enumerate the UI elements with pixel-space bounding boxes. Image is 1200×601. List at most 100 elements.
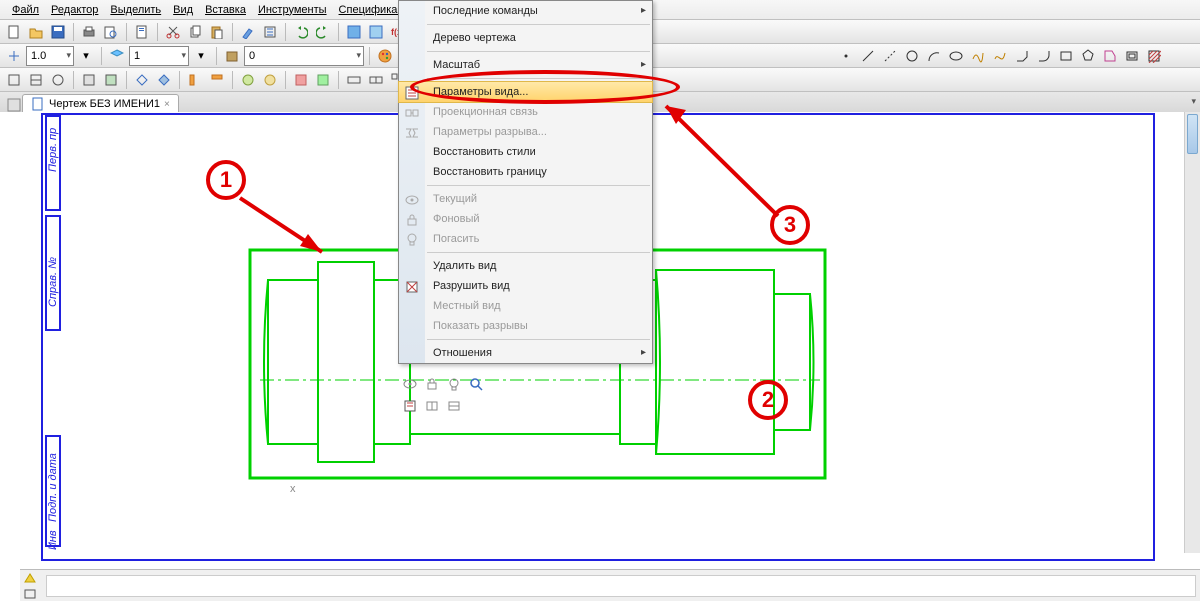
vt-7[interactable]: [154, 70, 174, 90]
palette-button[interactable]: [375, 46, 395, 66]
layer-dropdown[interactable]: 1: [129, 46, 189, 66]
ctx-delete-view[interactable]: Удалить вид: [399, 256, 652, 276]
grid-button[interactable]: [344, 22, 364, 42]
menu-tools[interactable]: Инструменты: [252, 2, 333, 18]
vt-6[interactable]: [132, 70, 152, 90]
callout-1: 1: [206, 160, 246, 200]
vt-1[interactable]: [4, 70, 24, 90]
preview-button[interactable]: [101, 22, 121, 42]
tab-close-icon[interactable]: ×: [164, 99, 170, 110]
menu-editor[interactable]: Редактор: [45, 2, 104, 18]
geom-aux[interactable]: [880, 46, 900, 66]
snap-button[interactable]: [4, 46, 24, 66]
vt-8[interactable]: [185, 70, 205, 90]
ctx-restore-styles[interactable]: Восстановить стили: [399, 142, 652, 162]
svg-text:Справ. №: Справ. №: [47, 257, 59, 307]
document-tab[interactable]: Чертеж БЕЗ ИМЕНИ1 ×: [22, 94, 179, 113]
geom-ellipse[interactable]: [946, 46, 966, 66]
ctx-destroy-view[interactable]: Разрушить вид: [399, 276, 652, 296]
geom-poly[interactable]: [1078, 46, 1098, 66]
brush-button[interactable]: [238, 22, 258, 42]
menu-insert[interactable]: Вставка: [199, 2, 252, 18]
vt-4[interactable]: [79, 70, 99, 90]
tab-title: Чертеж БЕЗ ИМЕНИ1: [49, 98, 160, 110]
ft-bulb[interactable]: [444, 374, 464, 394]
layer-drop-icon[interactable]: ▾: [191, 46, 211, 66]
menu-select[interactable]: Выделить: [104, 2, 167, 18]
geom-hatch[interactable]: [1144, 46, 1164, 66]
ctx-off: Погасить: [399, 229, 652, 249]
ft-eye[interactable]: [400, 374, 420, 394]
status-bar: [20, 569, 1200, 601]
eye-icon: [404, 192, 420, 208]
callout-3-ellipse: [410, 70, 680, 104]
geom-bezier[interactable]: [990, 46, 1010, 66]
geom-rect[interactable]: [1056, 46, 1076, 66]
vertical-scrollbar[interactable]: [1184, 112, 1200, 553]
geom-spline[interactable]: [968, 46, 988, 66]
copy-button[interactable]: [185, 22, 205, 42]
open-button[interactable]: [26, 22, 46, 42]
ctx-tree[interactable]: Дерево чертежа: [399, 28, 652, 48]
undo-button[interactable]: [291, 22, 311, 42]
ctx-proj-link: Проекционная связь: [399, 102, 652, 122]
z-dropdown[interactable]: 0: [244, 46, 364, 66]
vt-12[interactable]: [291, 70, 311, 90]
menu-view[interactable]: Вид: [167, 2, 199, 18]
lock-icon: [404, 212, 420, 228]
vt-9[interactable]: [207, 70, 227, 90]
save-button[interactable]: [48, 22, 68, 42]
ctx-relations[interactable]: Отношения: [399, 343, 652, 363]
ctx-restore-border[interactable]: Восстановить границу: [399, 162, 652, 182]
ctx-current: Текущий: [399, 189, 652, 209]
geom-chamfer[interactable]: [1012, 46, 1032, 66]
destroy-icon: [404, 279, 420, 295]
geom-point[interactable]: [836, 46, 856, 66]
sb-icon2[interactable]: [22, 587, 38, 601]
props-button[interactable]: [260, 22, 280, 42]
geom-line[interactable]: [858, 46, 878, 66]
ft-props[interactable]: [400, 396, 420, 416]
svg-text:Перв. пр: Перв. пр: [47, 128, 59, 172]
vt-15[interactable]: [366, 70, 386, 90]
ctx-local-view: Местный вид: [399, 296, 652, 316]
geom-equid[interactable]: [1122, 46, 1142, 66]
redo-button[interactable]: [313, 22, 333, 42]
ctx-show-breaks: Показать разрывы: [399, 316, 652, 336]
geom-arc[interactable]: [924, 46, 944, 66]
vt-13[interactable]: [313, 70, 333, 90]
vt-10[interactable]: [238, 70, 258, 90]
arrow-3: [648, 96, 788, 226]
sb-icon1[interactable]: [22, 571, 38, 585]
ctx-break-params: Параметры разрыва...: [399, 122, 652, 142]
tab-overflow-icon[interactable]: ▾: [1191, 96, 1196, 107]
ft-lock[interactable]: [422, 374, 442, 394]
ctx-bg: Фоновый: [399, 209, 652, 229]
vt-11[interactable]: [260, 70, 280, 90]
vt-2[interactable]: [26, 70, 46, 90]
paste-button[interactable]: [207, 22, 227, 42]
ft-zoom[interactable]: [466, 374, 486, 394]
break-icon: [404, 125, 420, 141]
new-button[interactable]: [4, 22, 24, 42]
doc1-button[interactable]: [132, 22, 152, 42]
layer-icon[interactable]: [107, 46, 127, 66]
geom-circle[interactable]: [902, 46, 922, 66]
cut-button[interactable]: [163, 22, 183, 42]
geom-gather[interactable]: [1100, 46, 1120, 66]
grid2-button[interactable]: [366, 22, 386, 42]
scale-drop-icon[interactable]: ▾: [76, 46, 96, 66]
book-button[interactable]: [222, 46, 242, 66]
print-button[interactable]: [79, 22, 99, 42]
vt-14[interactable]: [344, 70, 364, 90]
scrollbar-thumb[interactable]: [1187, 114, 1198, 154]
ft-split1[interactable]: [422, 396, 442, 416]
vt-3[interactable]: [48, 70, 68, 90]
ctx-recent[interactable]: Последние команды: [399, 1, 652, 21]
vt-5[interactable]: [101, 70, 121, 90]
scale-dropdown[interactable]: 1.0: [26, 46, 74, 66]
floating-view-toolbar: [400, 374, 486, 416]
ft-split2[interactable]: [444, 396, 464, 416]
geom-fillet[interactable]: [1034, 46, 1054, 66]
menu-file[interactable]: Файл: [6, 2, 45, 18]
